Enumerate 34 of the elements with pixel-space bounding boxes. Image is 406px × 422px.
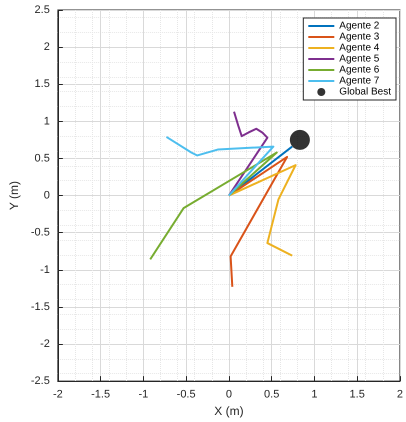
line-series	[228, 110, 268, 197]
y-tick-label: 2.5	[34, 4, 50, 16]
legend-label: Agente 7	[339, 76, 380, 86]
line-series	[165, 136, 274, 197]
line-series	[228, 164, 297, 257]
x-tick-label: -0.5	[176, 388, 196, 401]
y-tick-label: -2	[40, 338, 50, 350]
y-tick-label: 0.5	[34, 152, 50, 164]
x-tick-label: 0.5	[264, 388, 280, 401]
legend-label: Global Best	[339, 86, 392, 98]
x-tick-label: -1	[138, 388, 148, 401]
x-tick-label: 1.5	[350, 388, 365, 401]
y-tick-label: 1.5	[34, 78, 50, 90]
legend-label: Agente 4	[339, 42, 380, 54]
line-series	[228, 156, 288, 288]
legend-label: Agente 5	[339, 54, 380, 64]
y-tick-label: 2	[44, 41, 50, 54]
y-tick-label: -2.5	[30, 375, 50, 388]
y-tick-label: -0.5	[30, 226, 50, 239]
y-tick-label: -1	[40, 264, 50, 276]
x-tick-label: -2	[52, 388, 63, 401]
x-tick-label: -1.5	[91, 388, 110, 401]
x-axis-title: X (m)	[214, 404, 244, 418]
y-tick-label: 1	[44, 115, 50, 128]
legend-label: Agente 3	[339, 32, 380, 42]
legend-label: Agente 6	[339, 64, 380, 76]
x-tick-label: 2	[396, 388, 404, 401]
x-tick-label: 0	[226, 388, 232, 401]
y-tick-label: 0	[44, 190, 50, 202]
legend-label: Agente 2	[339, 20, 380, 32]
y-axis-title: Y (m)	[7, 180, 21, 210]
y-tick-label: -1.5	[30, 300, 50, 313]
line-series	[149, 152, 278, 260]
x-tick-label: 1	[311, 388, 318, 401]
